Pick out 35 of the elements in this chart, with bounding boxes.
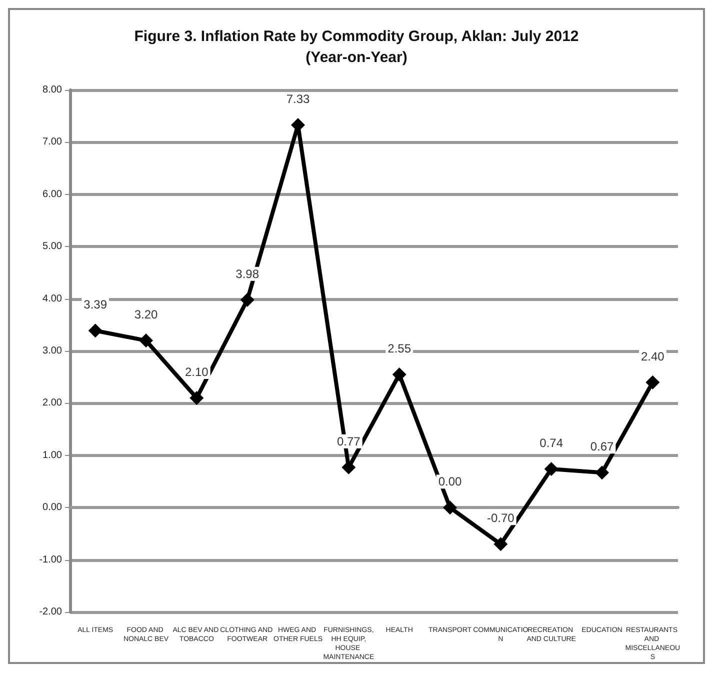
y-tick-label: 5.00 — [42, 241, 62, 252]
point — [139, 334, 153, 348]
chart-title: Figure 3. Inflation Rate by Commodity Group, Aklan: July 2012 — [134, 28, 579, 45]
data-label: -0.70 — [486, 511, 515, 526]
data-label: 2.10 — [184, 364, 209, 379]
y-tick-label: -1.00 — [39, 554, 62, 566]
point — [595, 466, 609, 480]
point — [240, 292, 254, 307]
data-label: 3.20 — [134, 308, 158, 322]
point — [392, 367, 406, 382]
data-label: 0.77 — [336, 434, 361, 448]
data-label: 3.39 — [84, 298, 108, 312]
y-tick-label: 0.00 — [42, 502, 62, 514]
data-label: 2.55 — [388, 341, 412, 356]
data-label: 7.33 — [286, 92, 310, 106]
data-label: 2.40 — [640, 349, 665, 364]
point — [494, 537, 508, 552]
y-tick-label: 1.00 — [42, 450, 62, 461]
data-label: 0.74 — [540, 436, 564, 450]
chart-subtitle: (Year-on-Year) — [306, 49, 408, 66]
y-tick-label: 8.00 — [42, 84, 62, 96]
y-tick-label: -2.00 — [39, 606, 62, 618]
y-tick-label: 3.00 — [42, 346, 62, 356]
point — [544, 462, 558, 476]
y-tick-label: 2.00 — [42, 398, 62, 409]
data-label: 0.67 — [590, 440, 614, 454]
y-tick-label: 6.00 — [42, 188, 62, 200]
point — [443, 500, 457, 515]
y-tick-label: 4.00 — [42, 293, 62, 304]
y-tick-label: 7.00 — [42, 136, 62, 148]
point — [646, 375, 660, 390]
data-label: 3.98 — [236, 266, 260, 281]
point — [190, 390, 204, 405]
data-label: 0.00 — [438, 474, 462, 489]
point — [88, 324, 102, 338]
